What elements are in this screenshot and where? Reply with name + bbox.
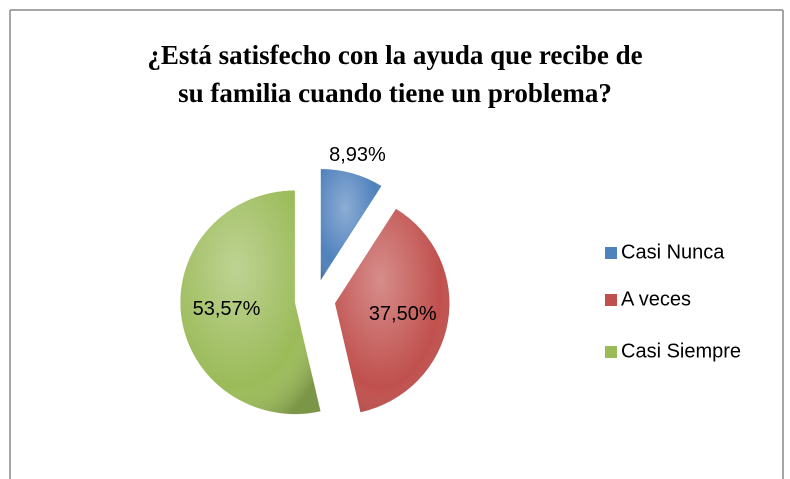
legend-label: Casi Siempre [621, 340, 741, 362]
slice-shine [180, 190, 321, 415]
data-label: 8,93% [329, 144, 386, 166]
legend-swatch [605, 346, 617, 358]
chart-title: su familia cuando tiene un problema? [178, 78, 612, 108]
chart-title: ¿Está satisfecho con la ayuda que recibe… [147, 40, 642, 70]
frame [9, 9, 784, 479]
legend-swatch [605, 247, 617, 259]
data-label: 53,57% [193, 298, 261, 320]
legend-swatch [605, 294, 617, 306]
data-label: 37,50% [369, 303, 437, 325]
legend-label: A veces [621, 288, 691, 310]
legend-label: Casi Nunca [621, 241, 725, 263]
slice-shine [334, 208, 450, 413]
slice-shine [320, 168, 382, 281]
